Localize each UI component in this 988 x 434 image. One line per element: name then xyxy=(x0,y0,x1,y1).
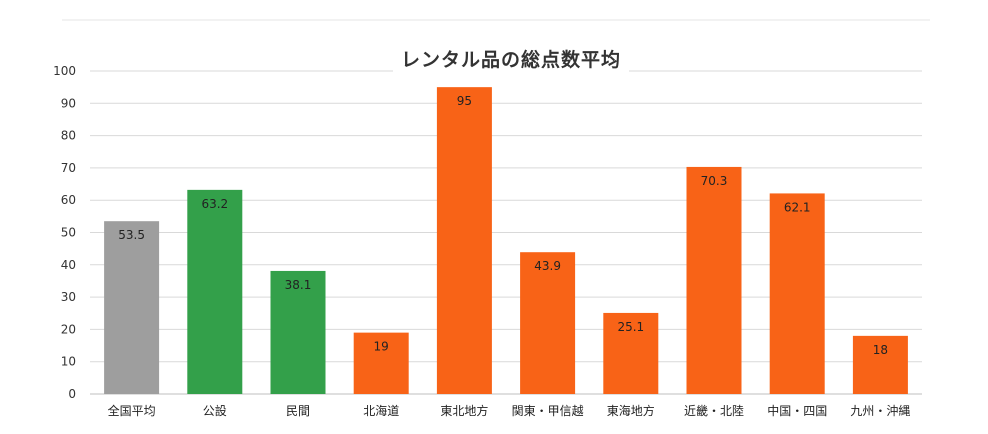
data-label: 70.3 xyxy=(701,174,728,188)
y-tick-label: 10 xyxy=(61,355,76,369)
bars xyxy=(104,87,908,395)
data-label: 95 xyxy=(457,94,472,108)
bar xyxy=(187,189,243,394)
x-tick-label: 中国・四国 xyxy=(767,403,827,418)
bar xyxy=(270,270,326,394)
bar xyxy=(353,332,409,394)
x-tick-label: 全国平均 xyxy=(108,403,156,418)
data-labels: 53.5 63.2 38.1 19 95 43.9 25.1 70.3 62.1 18 xyxy=(118,94,888,357)
x-tick-label: 民間 xyxy=(286,404,310,418)
y-tick-label: 0 xyxy=(68,387,76,401)
x-tick-label: 九州・沖縄 xyxy=(850,403,910,418)
x-tick-label: 北海道 xyxy=(363,403,399,418)
y-tick-label: 100 xyxy=(53,64,76,78)
y-tick-label: 40 xyxy=(61,258,76,272)
data-label: 62.1 xyxy=(784,200,811,214)
data-label: 53.5 xyxy=(118,228,145,242)
y-tick-label: 50 xyxy=(61,226,76,240)
chart-title-background xyxy=(392,46,630,73)
data-label: 19 xyxy=(374,340,389,354)
y-tick-label: 80 xyxy=(61,129,76,143)
bar xyxy=(436,87,492,395)
y-axis-ticks: 0 10 20 30 40 50 60 70 80 90 100 xyxy=(53,64,76,401)
bar xyxy=(686,166,742,394)
x-tick-label: 関東・甲信越 xyxy=(512,404,584,418)
y-tick-label: 30 xyxy=(61,290,76,304)
data-label: 25.1 xyxy=(617,320,644,334)
y-tick-label: 90 xyxy=(61,96,76,110)
x-tick-label: 東北地方 xyxy=(440,403,488,418)
bar xyxy=(104,221,160,394)
bar xyxy=(520,252,576,394)
y-tick-label: 70 xyxy=(61,161,76,175)
y-tick-label: 60 xyxy=(61,193,76,207)
x-tick-label: 近畿・北陸 xyxy=(684,404,744,418)
data-label: 63.2 xyxy=(201,197,228,211)
x-axis-labels: 全国平均 公設 民間 北海道 東北地方 関東・甲信越 東海地方 近畿・北陸 中国・四国 九州・沖縄 xyxy=(108,403,911,418)
x-tick-label: 東海地方 xyxy=(607,403,655,418)
chart-title: レンタル品の総点数平均 xyxy=(401,48,621,71)
data-label: 38.1 xyxy=(285,278,312,292)
bar xyxy=(852,335,908,394)
bar xyxy=(769,193,825,394)
bar xyxy=(603,312,659,394)
y-tick-label: 20 xyxy=(61,322,76,336)
data-label: 18 xyxy=(873,343,888,357)
data-label: 43.9 xyxy=(534,259,561,273)
x-tick-label: 公設 xyxy=(203,403,227,418)
